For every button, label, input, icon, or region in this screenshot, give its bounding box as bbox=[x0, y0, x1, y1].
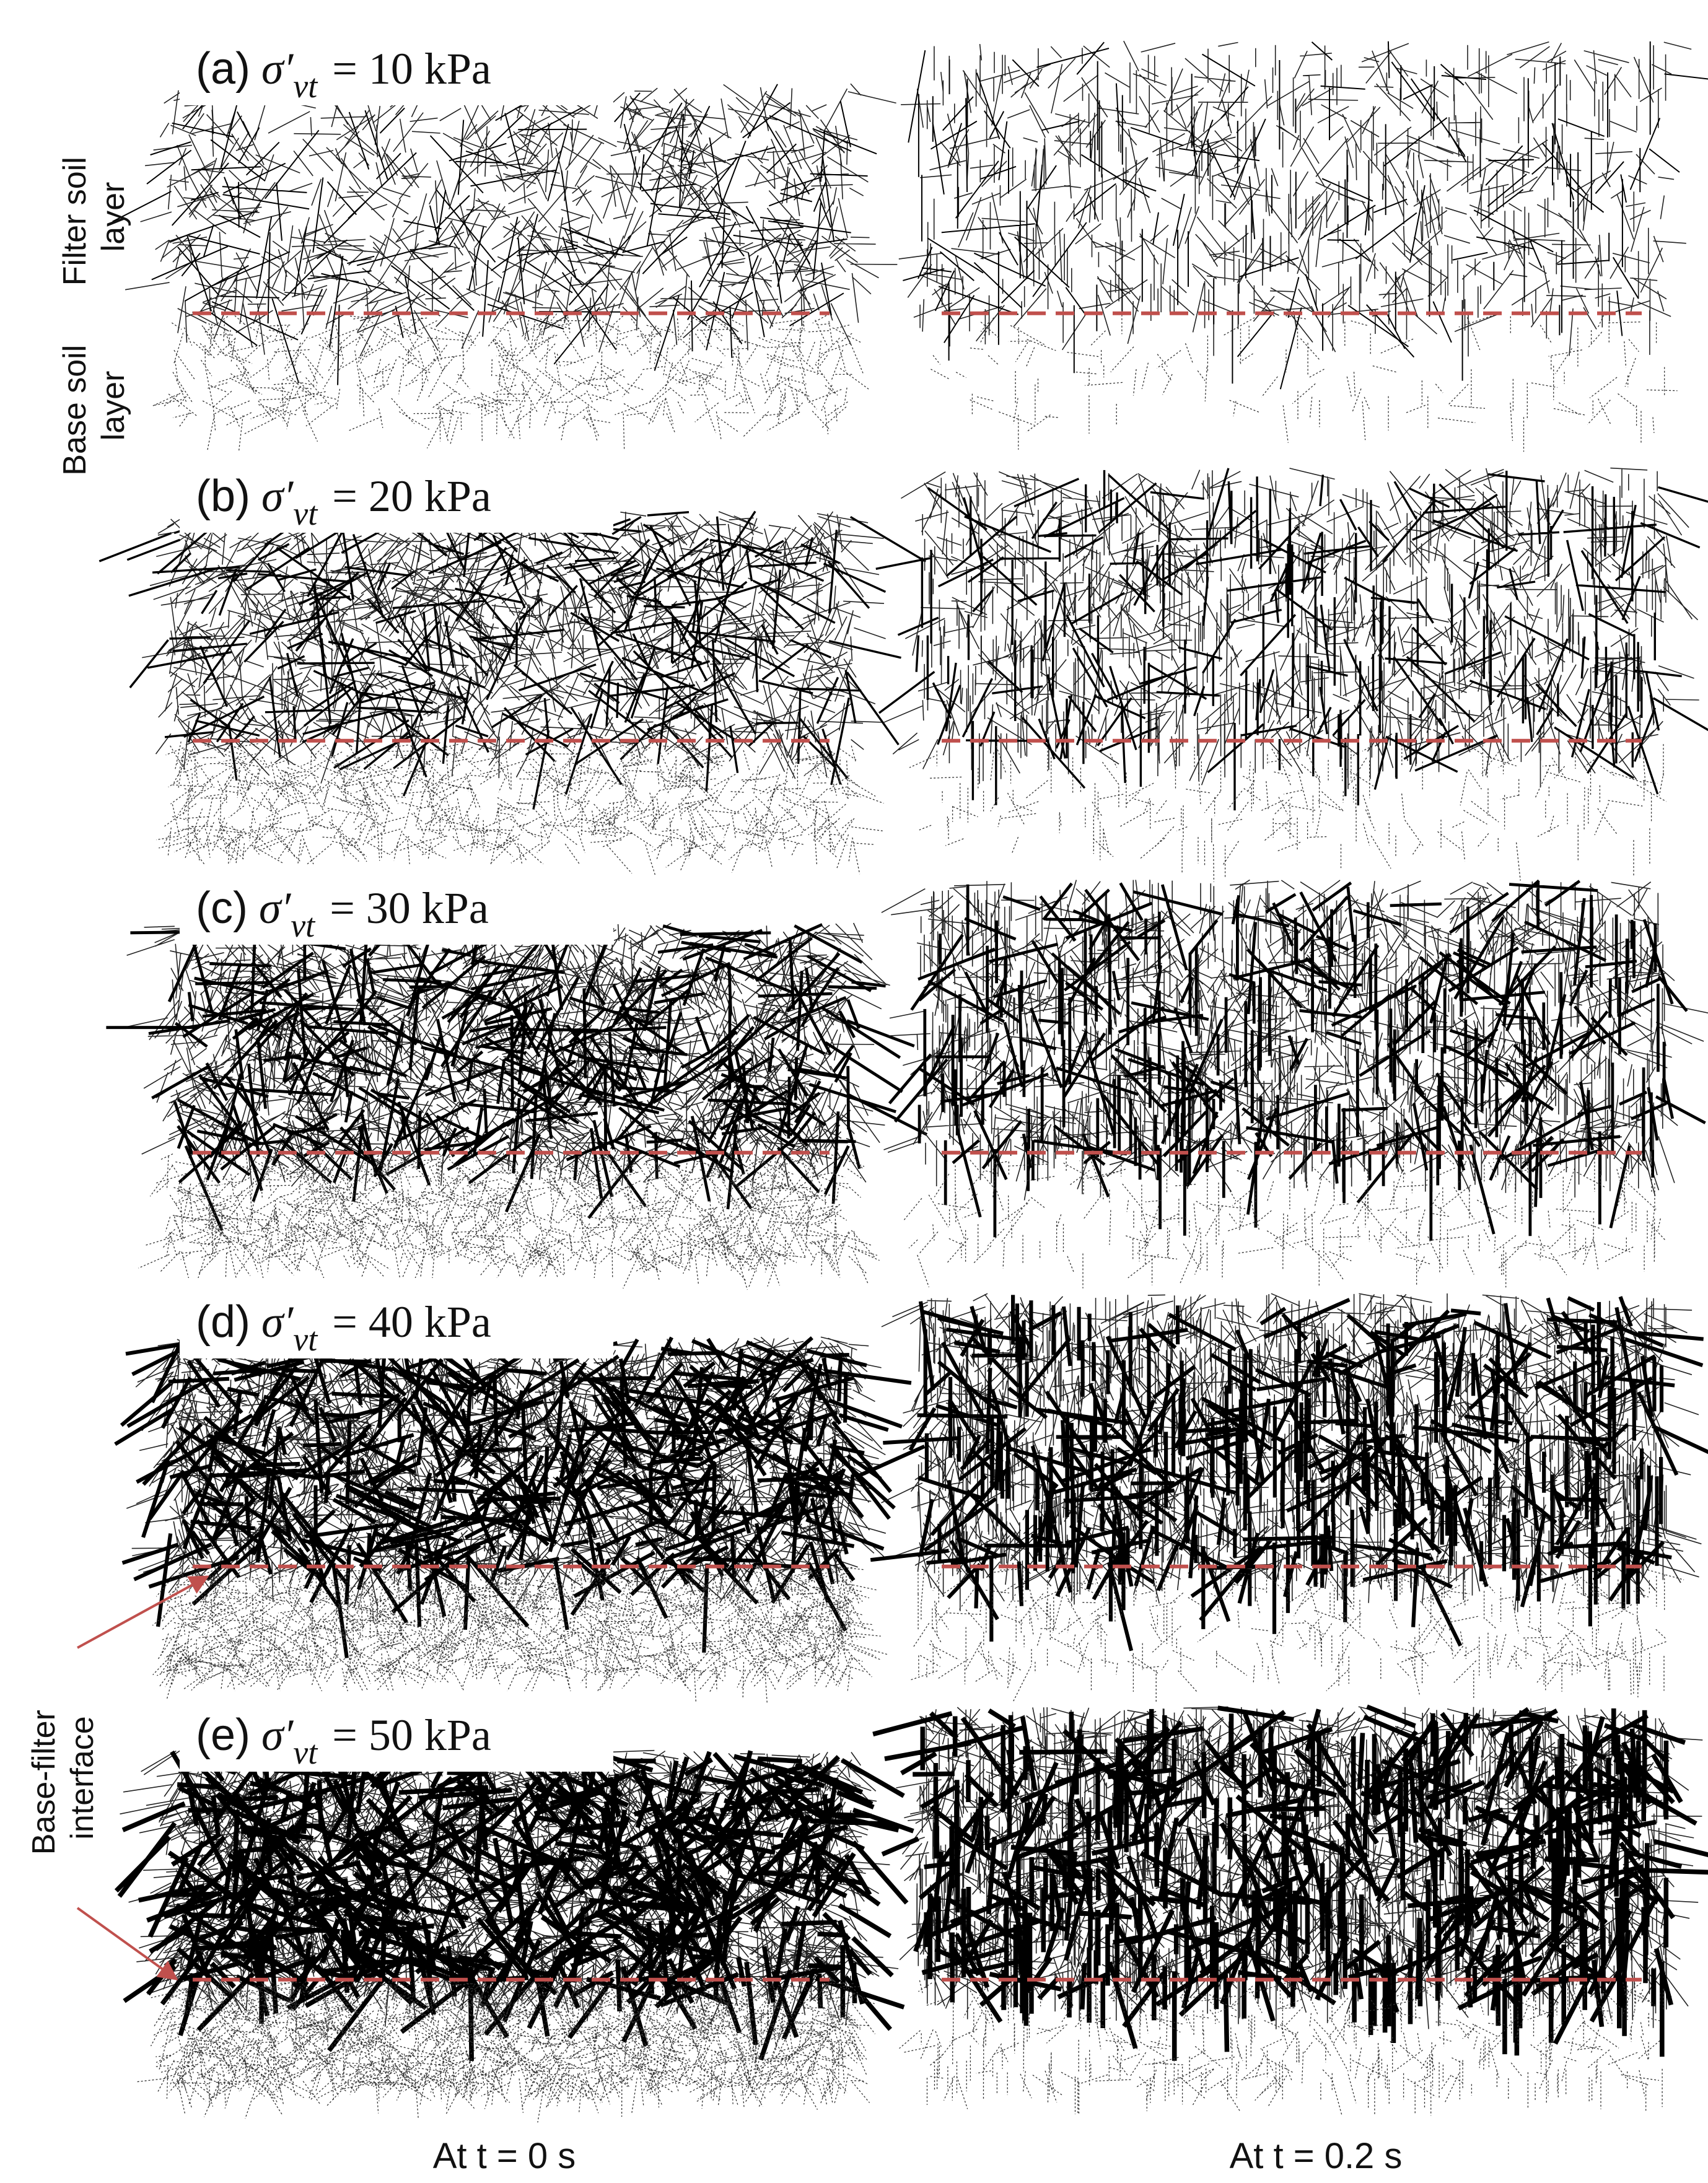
force-chain-thin bbox=[125, 83, 898, 357]
force-chain-base bbox=[136, 1979, 877, 2123]
panel-letter: (e) bbox=[196, 1710, 250, 1760]
panel-symbol: σ′ bbox=[261, 471, 294, 521]
panel-symbol: σ′ bbox=[259, 883, 292, 933]
force-chain-strong bbox=[888, 879, 1706, 1241]
force-chain-thin bbox=[883, 467, 1699, 789]
panel-letter: (a) bbox=[196, 44, 250, 94]
force-chain-base bbox=[903, 1153, 1666, 1288]
panel-subscript: vt bbox=[293, 68, 318, 105]
side-label-line: Base-filter bbox=[26, 1710, 62, 1855]
force-chain-strong bbox=[875, 468, 1708, 811]
side-label-line: layer bbox=[95, 182, 131, 252]
label-box bbox=[180, 864, 613, 945]
force-chain-strong bbox=[112, 84, 877, 385]
panel-value: = 50 kPa bbox=[332, 1710, 491, 1760]
side-label: Filter soil layer bbox=[57, 148, 131, 286]
panel-symbol: σ′ bbox=[261, 1710, 294, 1760]
label-box bbox=[180, 452, 613, 533]
force-chain-base bbox=[152, 1566, 887, 1704]
column-label: At t = 0 s bbox=[433, 2136, 576, 2176]
panel-letter: (c) bbox=[196, 883, 248, 933]
side-label-line: Filter soil bbox=[57, 157, 93, 286]
arrow bbox=[77, 1575, 209, 1649]
force-chain-base bbox=[138, 1152, 880, 1291]
panel-label: (e) σ′vt = 50 kPa bbox=[196, 1710, 491, 1771]
force-chain-thin bbox=[142, 510, 886, 784]
panel-subscript: vt bbox=[293, 1321, 318, 1358]
label-box bbox=[180, 25, 613, 105]
force-chain-thin bbox=[898, 40, 1692, 357]
force-networks bbox=[99, 40, 1708, 2123]
arrow bbox=[76, 1907, 178, 1980]
panel-value: = 40 kPa bbox=[332, 1297, 491, 1347]
force-chain-strong bbox=[903, 41, 1708, 390]
force-chain-base bbox=[931, 314, 1678, 452]
panel-value: = 30 kPa bbox=[330, 883, 489, 933]
panel-symbol: σ′ bbox=[261, 44, 294, 94]
column-label: At t = 0.2 s bbox=[1230, 2136, 1403, 2176]
panel-letter: (d) bbox=[196, 1297, 250, 1347]
side-label-line: layer bbox=[95, 371, 131, 441]
force-chain-base bbox=[156, 740, 884, 880]
panel-letter: (b) bbox=[196, 471, 250, 521]
side-label-line: Base soil bbox=[57, 345, 93, 476]
panel-label: (d) σ′vt = 40 kPa bbox=[196, 1297, 491, 1358]
force-chain-base bbox=[899, 1980, 1664, 2116]
panel-label: (b) σ′vt = 20 kPa bbox=[196, 471, 491, 532]
panel-subscript: vt bbox=[293, 495, 318, 532]
force-chain-base bbox=[909, 1567, 1684, 1702]
panel-label: (c) σ′vt = 30 kPa bbox=[196, 883, 489, 944]
force-chain-strong bbox=[859, 1295, 1708, 1651]
force-chain-thin bbox=[126, 922, 890, 1191]
panel-subscript: vt bbox=[293, 1734, 318, 1771]
panel-symbol: σ′ bbox=[261, 1297, 294, 1347]
side-label: Base soil layer bbox=[57, 336, 131, 475]
label-box bbox=[180, 1278, 613, 1358]
force-chain-strong bbox=[872, 1704, 1708, 2061]
force-chain-base bbox=[909, 741, 1666, 882]
panel-subscript: vt bbox=[291, 907, 316, 944]
force-chain-strong bbox=[114, 1336, 912, 1658]
panel-value: = 10 kPa bbox=[332, 44, 491, 94]
label-box bbox=[180, 1691, 613, 1772]
labels: (a) σ′vt = 10 kPa(b) σ′vt = 20 kPa(c) σ′vt = 3… bbox=[180, 25, 613, 1772]
force-chain-base bbox=[152, 313, 869, 452]
side-label-line: interface bbox=[64, 1716, 100, 1839]
panel-label: (a) σ′vt = 10 kPa bbox=[196, 44, 491, 105]
panel-value: = 20 kPa bbox=[332, 471, 491, 521]
side-label: Base-filter interface bbox=[26, 1701, 100, 1855]
force-chain-strong bbox=[99, 510, 927, 810]
